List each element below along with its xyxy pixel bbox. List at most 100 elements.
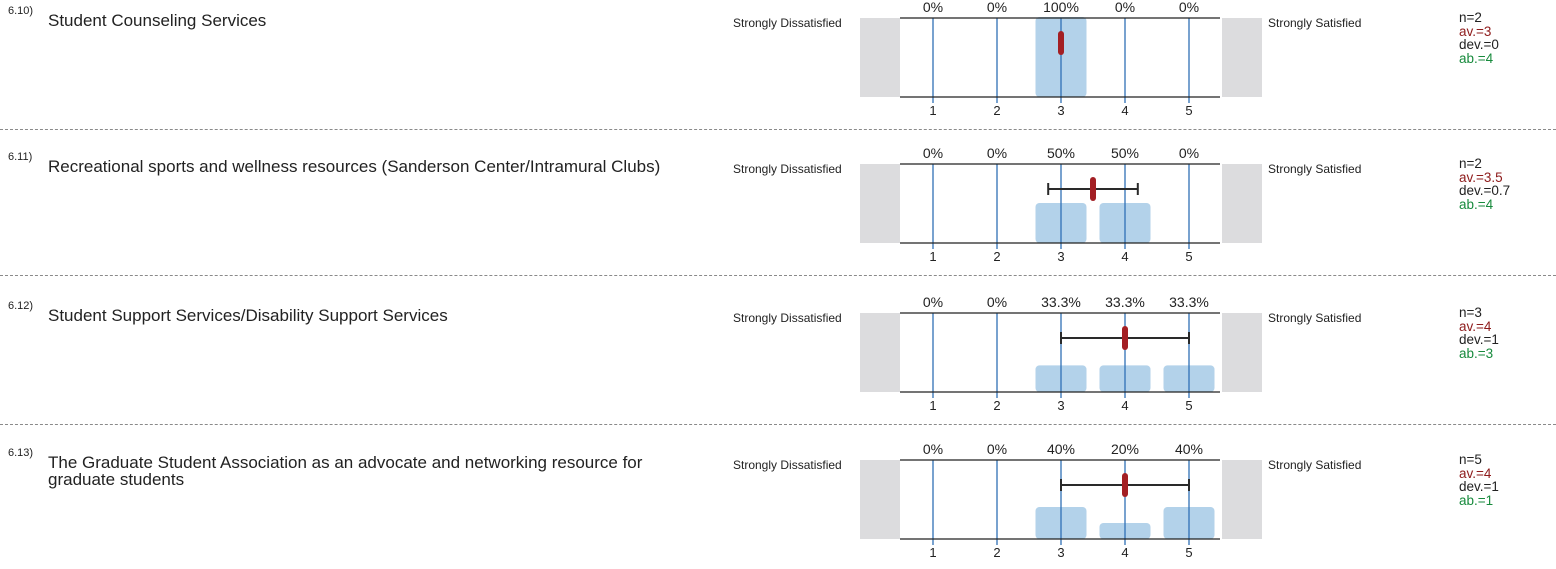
percent-label-2: 0% xyxy=(987,441,1007,457)
stat-deviation: dev.=0 xyxy=(1459,37,1499,52)
tick-label-3: 3 xyxy=(1057,103,1064,118)
right-scale-box xyxy=(1222,164,1262,243)
stat-average: av.=4 xyxy=(1459,465,1492,481)
question-text: Student Support Services/Disability Supp… xyxy=(48,306,448,325)
percent-label-4: 33.3% xyxy=(1105,294,1145,310)
stat-abstentions: ab.=4 xyxy=(1459,50,1494,66)
tick-label-2: 2 xyxy=(993,398,1000,413)
percent-label-3: 40% xyxy=(1047,441,1075,457)
scale-right-label: Strongly Satisfied xyxy=(1268,458,1362,472)
percent-label-1: 0% xyxy=(923,0,943,15)
scale-left-label: Strongly Dissatisfied xyxy=(733,162,842,176)
stats-block: n=5 av.=4 dev.=1 ab.=1 xyxy=(1459,453,1499,507)
question-number: 6.12) xyxy=(8,300,34,312)
scale-left-label: Strongly Dissatisfied xyxy=(733,458,842,472)
stat-abstentions: ab.=1 xyxy=(1459,492,1494,508)
row-separator xyxy=(0,129,1556,130)
percent-label-2: 0% xyxy=(987,0,1007,15)
scale-left-label: Strongly Dissatisfied xyxy=(733,311,842,325)
tick-label-5: 5 xyxy=(1185,545,1192,560)
right-scale-box xyxy=(1222,18,1262,97)
tick-label-1: 1 xyxy=(929,398,936,413)
question-number: 6.10) xyxy=(8,5,34,17)
scale-left-label: Strongly Dissatisfied xyxy=(733,16,842,30)
stats-block: n=2 av.=3.5 dev.=0.7 ab.=4 xyxy=(1459,157,1510,211)
right-scale-box xyxy=(1222,313,1262,392)
stat-n: n=2 xyxy=(1459,10,1482,25)
mean-marker xyxy=(1090,177,1096,201)
stats-block: n=2 av.=3 dev.=0 ab.=4 xyxy=(1459,11,1499,65)
right-scale-box xyxy=(1222,460,1262,539)
percent-label-4: 50% xyxy=(1111,145,1139,161)
survey-item: 6.11) Recreational sports and wellness r… xyxy=(0,143,1556,273)
distribution-chart: 0% 0% 100% 0% 0% 1 2 3 4 5 xyxy=(860,0,1262,118)
tick-label-4: 4 xyxy=(1121,103,1128,118)
scale-right-label: Strongly Satisfied xyxy=(1268,16,1362,30)
stat-average: av.=3.5 xyxy=(1459,169,1503,185)
distribution-chart: 0% 0% 40% 20% 40% 1 2 3 4 5 xyxy=(860,441,1262,560)
percent-label-1: 0% xyxy=(923,294,943,310)
question-number: 6.11) xyxy=(8,151,33,163)
survey-item: 6.12) Student Support Services/Disabilit… xyxy=(0,292,1556,422)
left-scale-box xyxy=(860,18,900,97)
tick-label-1: 1 xyxy=(929,103,936,118)
tick-label-2: 2 xyxy=(993,103,1000,118)
mean-marker xyxy=(1058,31,1064,55)
percent-label-3: 100% xyxy=(1043,0,1079,15)
tick-label-1: 1 xyxy=(929,545,936,560)
percent-label-5: 0% xyxy=(1179,0,1199,15)
tick-label-4: 4 xyxy=(1121,398,1128,413)
stat-n: n=3 xyxy=(1459,305,1482,320)
row-separator xyxy=(0,424,1556,425)
tick-label-5: 5 xyxy=(1185,249,1192,264)
tick-label-3: 3 xyxy=(1057,249,1064,264)
stat-average: av.=4 xyxy=(1459,318,1492,334)
percent-label-5: 40% xyxy=(1175,441,1203,457)
percent-label-1: 0% xyxy=(923,145,943,161)
question-text: Student Counseling Services xyxy=(48,11,267,30)
percent-label-5: 33.3% xyxy=(1169,294,1209,310)
distribution-chart: 0% 0% 50% 50% 0% 1 2 3 4 5 xyxy=(860,145,1262,264)
stat-deviation: dev.=1 xyxy=(1459,479,1499,494)
percent-label-3: 50% xyxy=(1047,145,1075,161)
scale-right-label: Strongly Satisfied xyxy=(1268,311,1362,325)
mean-marker xyxy=(1122,473,1128,497)
percent-label-3: 33.3% xyxy=(1041,294,1081,310)
percent-label-4: 0% xyxy=(1115,0,1135,15)
percent-label-4: 20% xyxy=(1111,441,1139,457)
stat-n: n=2 xyxy=(1459,156,1482,171)
tick-label-5: 5 xyxy=(1185,398,1192,413)
stats-block: n=3 av.=4 dev.=1 ab.=3 xyxy=(1459,306,1499,360)
tick-label-3: 3 xyxy=(1057,545,1064,560)
distribution-chart: 0% 0% 33.3% 33.3% 33.3% 1 2 3 4 5 xyxy=(860,294,1262,413)
survey-item: 6.13) The Graduate Student Association a… xyxy=(0,439,1556,569)
row-separator xyxy=(0,275,1556,276)
percent-label-5: 0% xyxy=(1179,145,1199,161)
stat-n: n=5 xyxy=(1459,452,1482,467)
tick-label-3: 3 xyxy=(1057,398,1064,413)
stat-abstentions: ab.=3 xyxy=(1459,345,1494,361)
tick-label-2: 2 xyxy=(993,545,1000,560)
question-number: 6.13) xyxy=(8,447,34,459)
percent-label-2: 0% xyxy=(987,294,1007,310)
left-scale-box xyxy=(860,164,900,243)
tick-label-4: 4 xyxy=(1121,545,1128,560)
tick-label-1: 1 xyxy=(929,249,936,264)
scale-right-label: Strongly Satisfied xyxy=(1268,162,1362,176)
left-scale-box xyxy=(860,313,900,392)
question-text: Recreational sports and wellness resourc… xyxy=(48,157,661,176)
left-scale-box xyxy=(860,460,900,539)
question-text: The Graduate Student Association as an a… xyxy=(48,453,643,489)
percent-label-2: 0% xyxy=(987,145,1007,161)
mean-marker xyxy=(1122,326,1128,350)
stat-average: av.=3 xyxy=(1459,23,1492,39)
percent-label-1: 0% xyxy=(923,441,943,457)
stat-deviation: dev.=1 xyxy=(1459,332,1499,347)
tick-label-5: 5 xyxy=(1185,103,1192,118)
stat-abstentions: ab.=4 xyxy=(1459,196,1494,212)
survey-item: 6.10) Student Counseling Services Strong… xyxy=(0,0,1556,127)
stat-deviation: dev.=0.7 xyxy=(1459,183,1511,198)
tick-label-2: 2 xyxy=(993,249,1000,264)
tick-label-4: 4 xyxy=(1121,249,1128,264)
